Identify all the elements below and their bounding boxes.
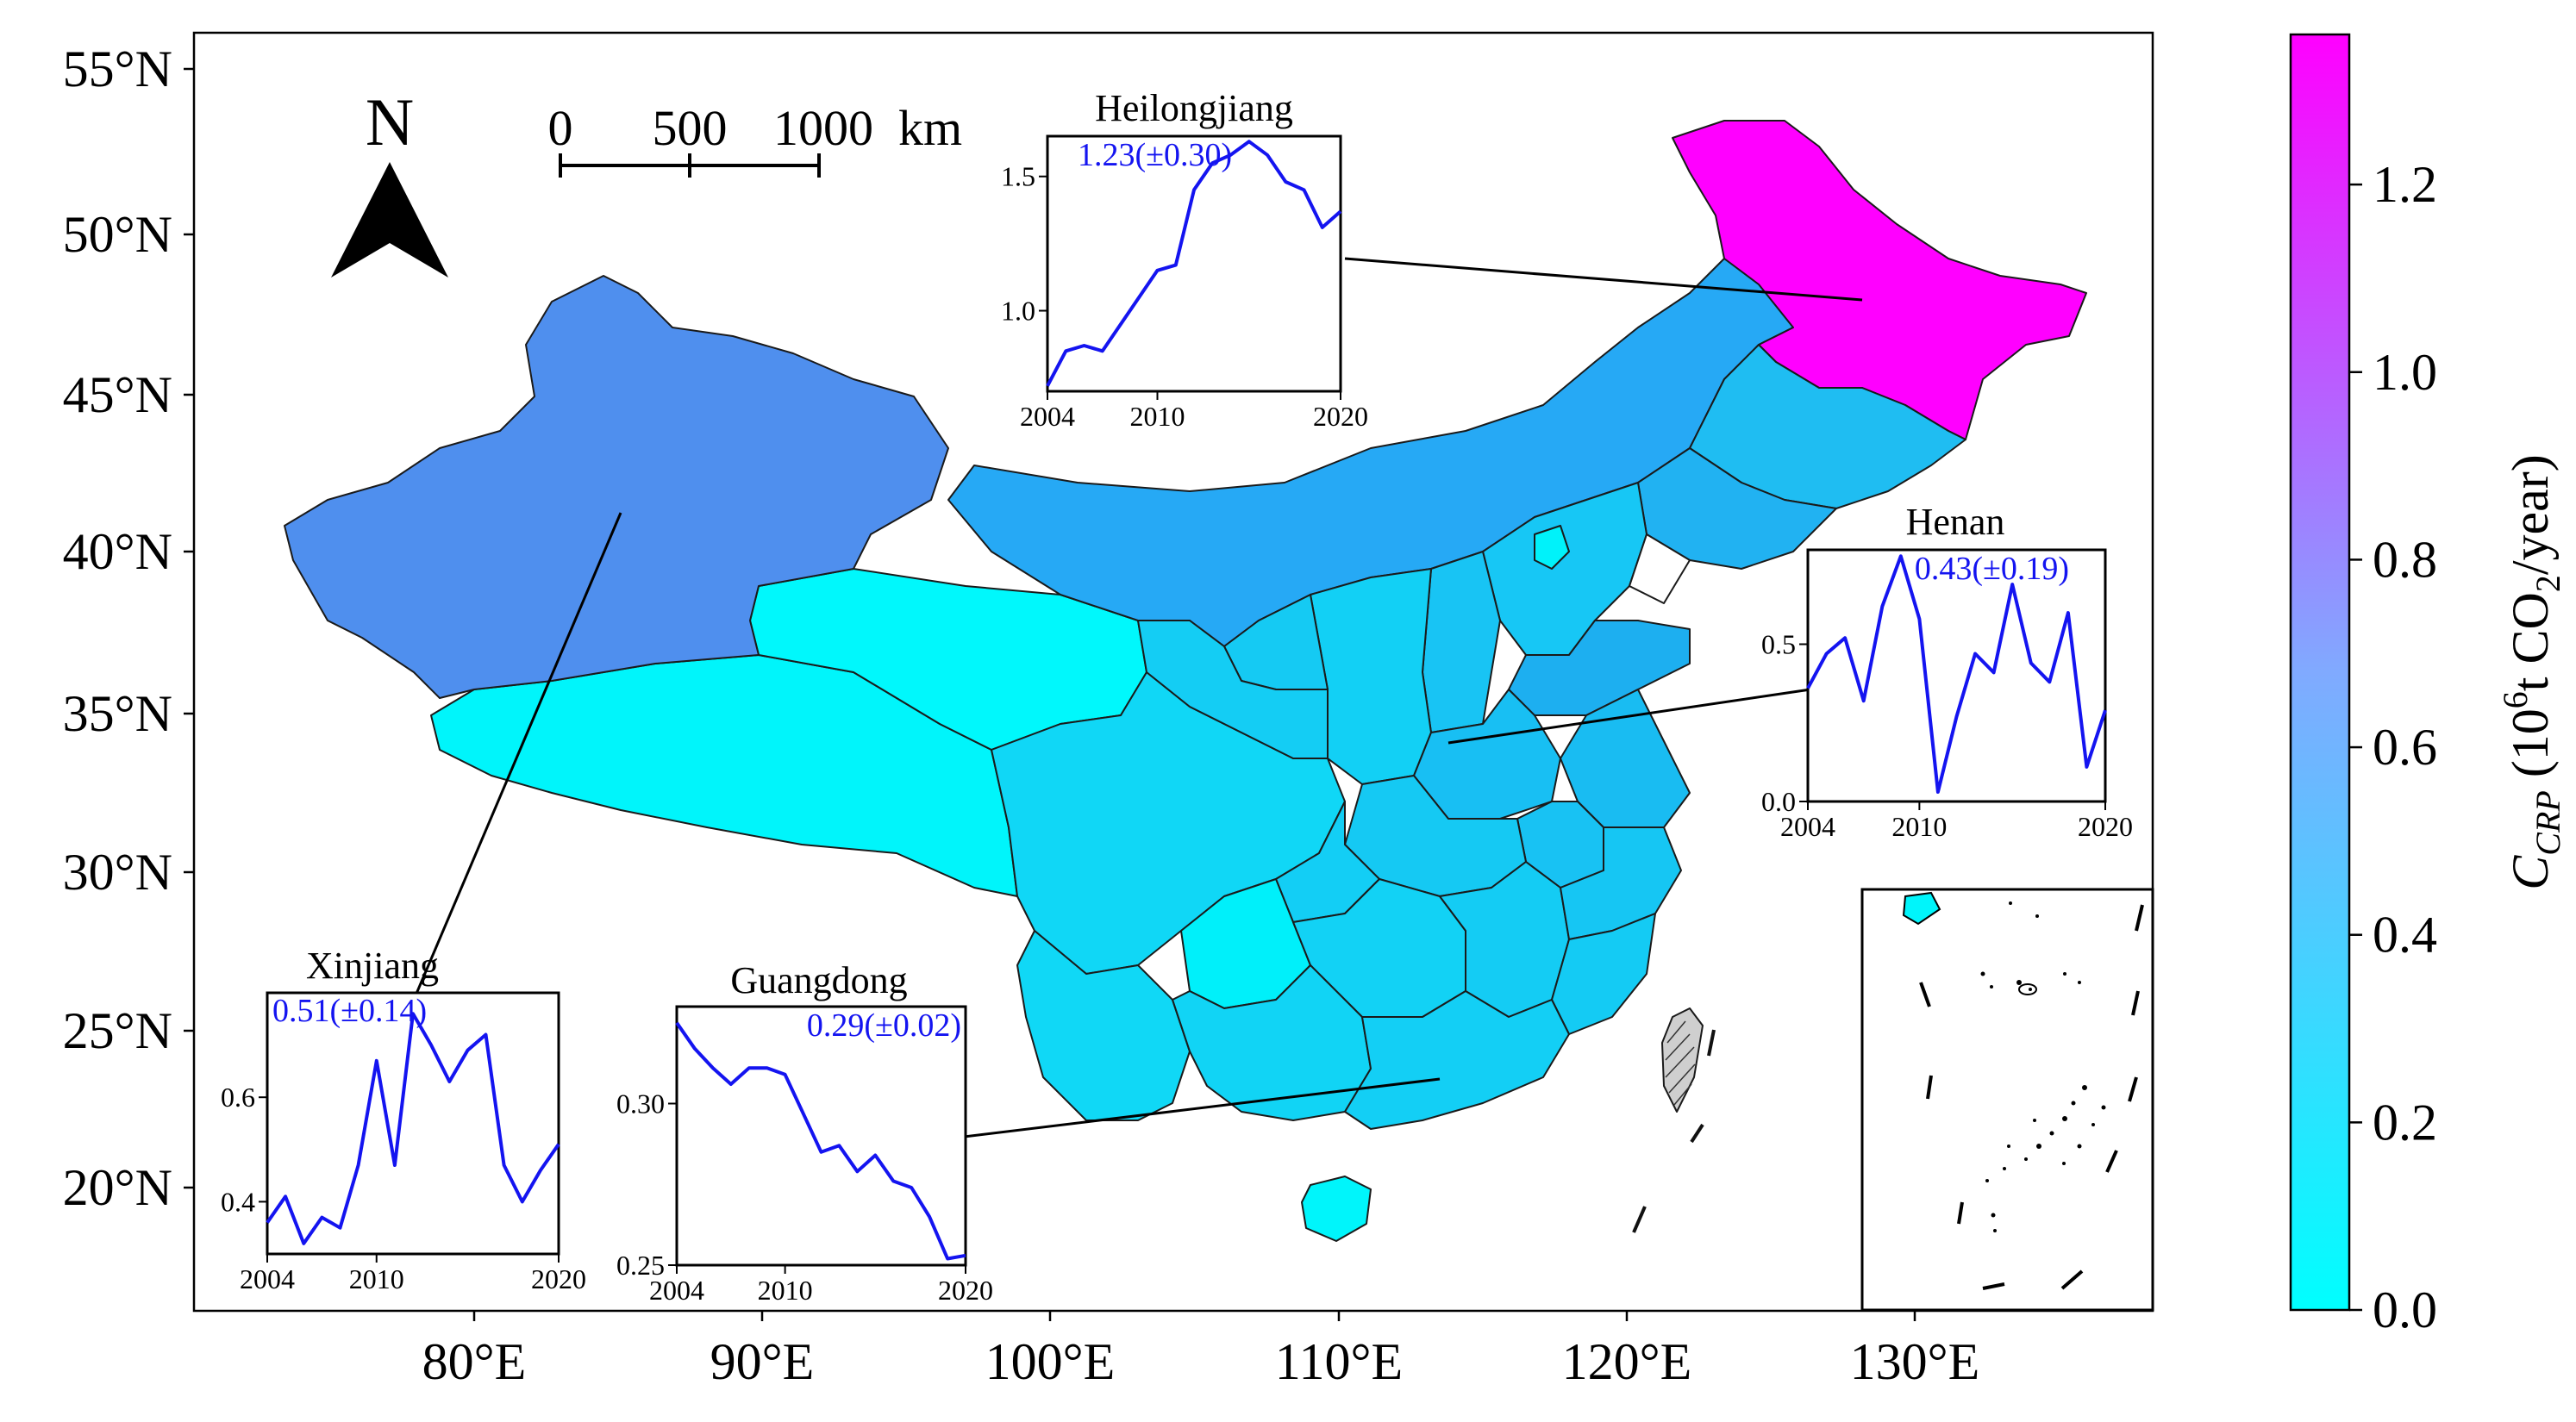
colorbar-tick-label: 1.2 [2373,156,2437,213]
inset-annotation: 0.29(±0.02) [807,1007,961,1044]
lat-tick-label: 40°N [63,523,172,580]
inset-xtick-label: 2010 [758,1275,813,1306]
inset-ytick-label: 0.0 [1761,786,1796,817]
colorbar-label: CCRP (106t CO2/year) [2496,454,2567,890]
inset-ytick-label: 0.30 [616,1088,665,1120]
inset-frame [1047,136,1341,391]
lon-tick-label: 120°E [1562,1333,1692,1390]
inset-xtick-label: 2020 [2078,811,2133,842]
inset-ytick-label: 0.5 [1761,629,1796,660]
lon-tick-label: 110°E [1275,1333,1403,1390]
inset-xtick-label: 2010 [349,1263,404,1294]
inset-xtick-label: 2020 [938,1275,993,1306]
colorbar-tick-label: 0.6 [2373,719,2437,776]
colorbar-gradient [2291,34,2349,1310]
inset-ytick-label: 0.4 [221,1186,255,1217]
scale-bar-tick-0: 0 [548,100,573,156]
longitude-axis: 80°E 90°E 100°E 110°E 120°E 130°E [422,1311,1980,1390]
inset-chart-xinjiang: Xinjiang 0.51(±0.14) 2004 2010 2020 0.4 0.6 [221,945,586,1294]
lon-tick-label: 80°E [422,1333,527,1390]
scale-bar-unit: km [898,100,962,156]
inset-annotation: 0.43(±0.19) [1915,551,2069,587]
inset-xtick-label: 2020 [1313,401,1368,432]
inset-annotation: 1.23(±0.30) [1078,137,1232,173]
inset-xtick-label: 2010 [1130,401,1185,432]
lat-tick-label: 55°N [63,41,172,97]
colorbar-tick-label: 0.4 [2373,907,2437,964]
lon-tick-label: 90°E [710,1333,815,1390]
latitude-axis: 55°N 50°N 45°N 40°N 35°N 30°N 25°N 20°N [63,41,194,1216]
inset-ytick-label: 0.25 [616,1250,665,1281]
inset-xtick-label: 2004 [1020,401,1075,432]
inset-frame [267,993,559,1254]
inset-ytick-label: 0.6 [221,1082,255,1113]
colorbar: 0.0 0.2 0.4 0.6 0.8 1.0 1.2 CCRP (106t CO2/yea… [2291,34,2567,1338]
scale-bar: 0 500 1000 km [548,100,963,178]
inset-ytick-label: 1.5 [1001,161,1035,192]
north-arrow: N [331,84,448,278]
colorbar-tick-label: 0.2 [2373,1094,2437,1151]
colorbar-tick-label: 0.0 [2373,1282,2437,1338]
south-china-sea-inset [1862,889,2153,1310]
lon-tick-label: 100°E [985,1333,1116,1390]
scale-bar-tick-500: 500 [653,100,728,156]
lat-tick-label: 50°N [63,206,172,263]
inset-chart-heilongjiang: Heilongjiang 1.23(±0.30) 2004 2010 2020 1.0 1.… [1001,87,1368,432]
inset-frame [1808,550,2105,801]
inset-xtick-label: 2010 [1891,811,1947,842]
lat-tick-label: 30°N [63,844,172,901]
inset-title: Henan [1906,501,2005,543]
inset-title: Guangdong [730,959,907,1001]
lat-tick-label: 45°N [63,366,172,423]
region-hainan [1302,1176,1371,1241]
north-arrow-label: N [366,84,414,159]
inset-title: Xinjiang [306,945,439,987]
inset-ytick-label: 1.0 [1001,296,1035,327]
lat-tick-label: 35°N [63,685,172,742]
inset-xtick-label: 2004 [240,1263,295,1294]
lon-tick-label: 130°E [1850,1333,1980,1390]
scale-bar-tick-1000: 1000 [773,100,873,156]
region-shanxi [1422,552,1500,733]
lat-tick-label: 25°N [63,1002,172,1059]
north-arrow-icon [331,162,448,278]
colorbar-ticks: 0.0 0.2 0.4 0.6 0.8 1.0 1.2 [2349,156,2437,1338]
inset-xtick-label: 2020 [531,1263,586,1294]
inset-title: Heilongjiang [1095,87,1293,129]
inset-annotation: 0.51(±0.14) [272,993,427,1029]
colorbar-tick-label: 0.8 [2373,531,2437,588]
colorbar-tick-label: 1.0 [2373,344,2437,401]
inset-frame [677,1007,966,1265]
lat-tick-label: 20°N [63,1159,172,1216]
